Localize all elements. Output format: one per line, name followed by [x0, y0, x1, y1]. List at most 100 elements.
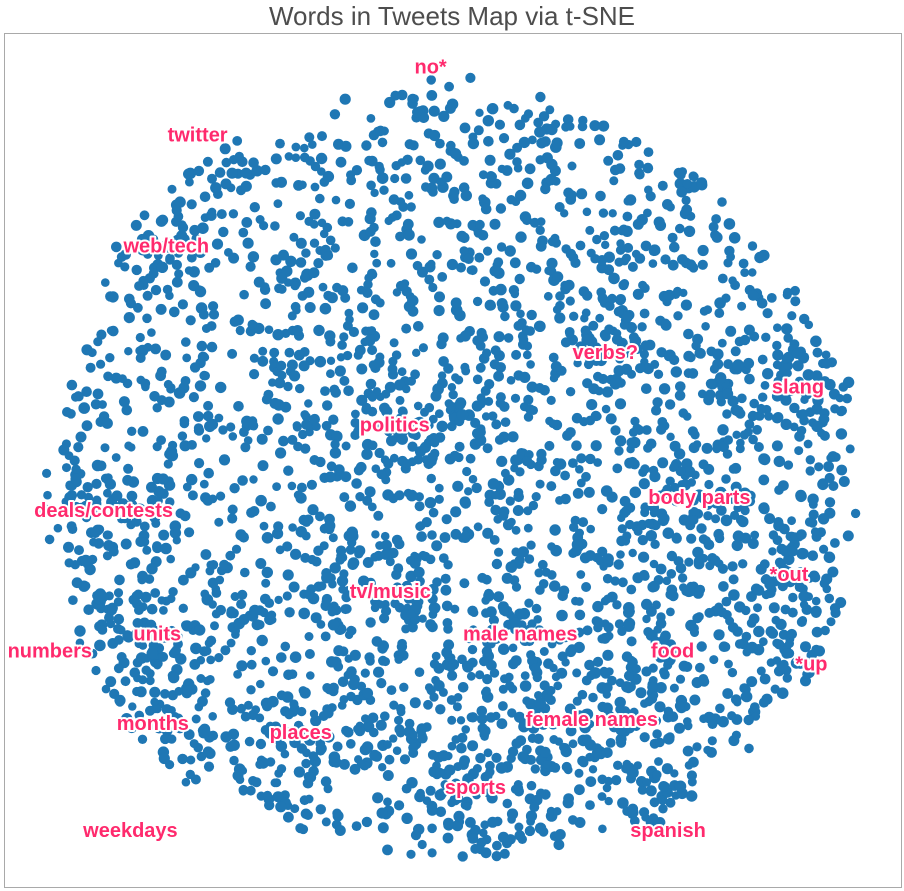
scatter-point	[592, 600, 604, 613]
scatter-point	[440, 573, 451, 584]
scatter-point	[176, 230, 188, 242]
scatter-point	[426, 805, 438, 816]
scatter-point	[276, 652, 287, 663]
scatter-point	[704, 607, 715, 618]
scatter-point	[754, 251, 766, 264]
scatter-point	[561, 761, 572, 772]
scatter-point	[683, 328, 694, 340]
scatter-point	[487, 301, 496, 311]
scatter-point	[524, 598, 534, 608]
scatter-point	[641, 425, 652, 435]
scatter-point	[257, 355, 269, 367]
scatter-point	[643, 443, 653, 453]
scatter-point	[601, 404, 611, 414]
scatter-point	[71, 464, 81, 474]
scatter-point	[523, 412, 534, 422]
scatter-point	[479, 656, 489, 667]
scatter-point	[604, 796, 613, 806]
scatter-point	[441, 600, 453, 612]
scatter-point	[800, 395, 809, 404]
scatter-point	[84, 563, 96, 576]
scatter-point	[137, 734, 148, 744]
scatter-point	[43, 490, 52, 500]
scatter-point	[657, 457, 669, 469]
scatter-point	[669, 354, 680, 366]
scatter-point	[249, 202, 260, 213]
scatter-point	[138, 675, 148, 685]
scatter-point	[337, 340, 347, 350]
scatter-point	[475, 670, 485, 680]
scatter-point	[284, 347, 295, 358]
scatter-point	[148, 234, 159, 244]
scatter-point	[481, 412, 491, 421]
scatter-point	[686, 770, 698, 781]
scatter-point	[187, 440, 197, 450]
scatter-point	[132, 618, 143, 628]
scatter-point	[792, 360, 804, 372]
scatter-point	[335, 156, 347, 168]
scatter-point	[226, 606, 237, 616]
scatter-point	[380, 531, 390, 541]
scatter-point	[491, 558, 503, 570]
scatter-point	[670, 769, 679, 778]
scatter-point	[220, 178, 232, 190]
scatter-point	[337, 701, 347, 710]
scatter-point	[712, 444, 721, 454]
scatter-point	[486, 659, 497, 671]
scatter-point	[487, 816, 499, 828]
scatter-point	[645, 530, 657, 542]
scatter-point	[548, 352, 559, 363]
scatter-point	[340, 604, 351, 615]
scatter-point	[158, 529, 170, 541]
scatter-point	[728, 589, 740, 601]
scatter-point	[722, 688, 734, 699]
scatter-point	[632, 218, 644, 230]
scatter-point	[345, 315, 354, 324]
scatter-point	[290, 548, 302, 560]
scatter-point	[569, 522, 579, 532]
scatter-point	[169, 527, 182, 539]
scatter-point	[330, 439, 340, 449]
scatter-point	[648, 813, 659, 823]
scatter-point	[293, 349, 305, 361]
scatter-point	[756, 298, 768, 309]
scatter-point	[625, 519, 635, 530]
scatter-point	[194, 247, 206, 258]
scatter-point	[727, 561, 738, 572]
scatter-point	[295, 211, 305, 221]
scatter-point	[369, 222, 379, 233]
scatter-point	[212, 588, 221, 597]
scatter-point	[595, 354, 607, 367]
scatter-point	[383, 797, 392, 807]
scatter-point	[482, 443, 493, 454]
scatter-point	[453, 693, 463, 702]
scatter-point	[609, 378, 622, 390]
scatter-point	[753, 603, 762, 613]
scatter-point	[404, 190, 414, 200]
scatter-point	[605, 738, 616, 748]
scatter-point	[533, 320, 545, 332]
scatter-point	[394, 602, 405, 613]
scatter-point	[711, 231, 723, 243]
scatter-point	[826, 617, 836, 627]
scatter-point	[738, 258, 749, 269]
scatter-point	[597, 255, 608, 266]
scatter-point	[741, 690, 753, 703]
scatter-point	[675, 674, 686, 684]
scatter-point	[332, 282, 342, 293]
scatter-point	[405, 556, 415, 565]
scatter-point	[121, 404, 133, 416]
scatter-point	[772, 360, 782, 370]
scatter-point	[643, 147, 654, 157]
scatter-point	[87, 648, 98, 659]
scatter-point	[577, 121, 588, 132]
scatter-point	[621, 651, 633, 662]
scatter-point	[441, 171, 453, 183]
scatter-point	[461, 725, 471, 734]
scatter-point	[762, 308, 773, 319]
scatter-point	[435, 767, 445, 778]
scatter-point	[269, 730, 279, 740]
scatter-point	[578, 517, 589, 528]
scatter-point	[207, 173, 217, 184]
scatter-point	[716, 505, 727, 516]
